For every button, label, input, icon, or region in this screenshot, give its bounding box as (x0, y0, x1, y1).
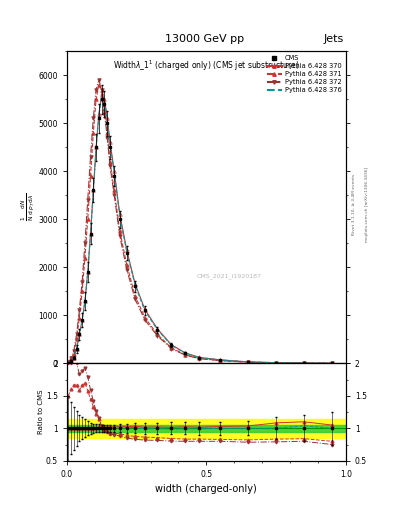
X-axis label: width (charged-only): width (charged-only) (156, 484, 257, 495)
Text: Rivet 3.1.10, ≥ 3.4M events: Rivet 3.1.10, ≥ 3.4M events (352, 174, 356, 236)
Y-axis label: $\frac{1}{\mathrm{N}}\,\frac{\mathrm{d}N}{\mathrm{d}\,p_T\,\mathrm{d}\lambda}$: $\frac{1}{\mathrm{N}}\,\frac{\mathrm{d}N… (20, 193, 37, 221)
Text: mcplots.cern.ch [arXiv:1306.3436]: mcplots.cern.ch [arXiv:1306.3436] (365, 167, 369, 242)
Legend: CMS, Pythia 6.428 370, Pythia 6.428 371, Pythia 6.428 372, Pythia 6.428 376: CMS, Pythia 6.428 370, Pythia 6.428 371,… (264, 53, 345, 96)
Text: Width$\lambda\_1^1$ (charged only) (CMS jet substructure): Width$\lambda\_1^1$ (charged only) (CMS … (113, 59, 300, 73)
Bar (67, 425, 346, 432)
Bar (67, 418, 346, 438)
Y-axis label: Ratio to CMS: Ratio to CMS (38, 390, 44, 434)
Text: CMS_2021_I1920187: CMS_2021_I1920187 (196, 273, 261, 279)
Text: Jets: Jets (323, 33, 344, 44)
Text: 13000 GeV pp: 13000 GeV pp (165, 33, 244, 44)
